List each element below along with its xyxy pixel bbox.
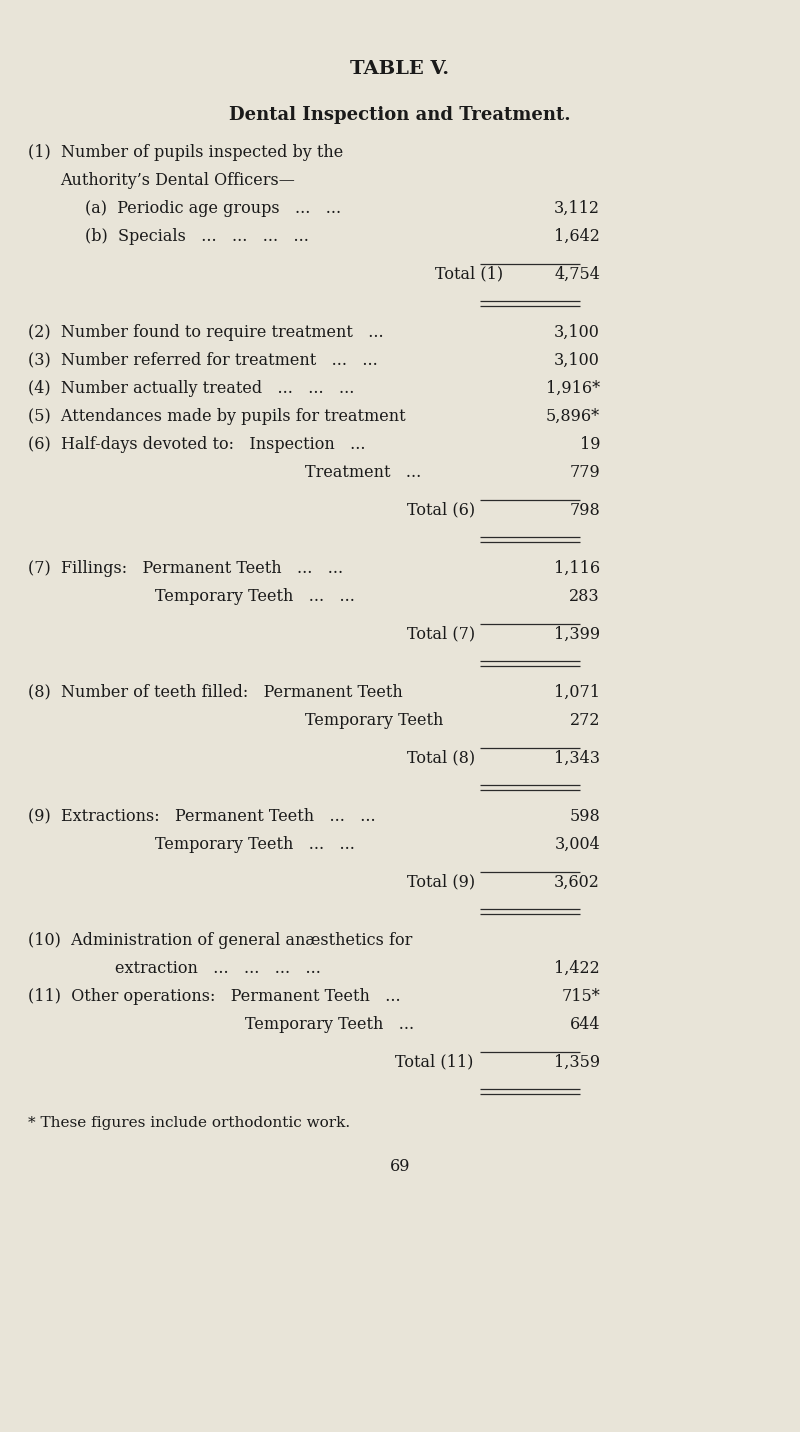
Text: Temporary Teeth: Temporary Teeth [305,712,443,729]
Text: 598: 598 [570,808,600,825]
Text: * These figures include orthodontic work.: * These figures include orthodontic work… [28,1116,350,1130]
Text: 1,642: 1,642 [554,228,600,245]
Text: (3)  Number referred for treatment   ...   ...: (3) Number referred for treatment ... ..… [28,352,378,368]
Text: extraction   ...   ...   ...   ...: extraction ... ... ... ... [115,959,321,977]
Text: (10)  Administration of general anæsthetics for: (10) Administration of general anæstheti… [28,932,412,949]
Text: Total (8): Total (8) [407,750,475,766]
Text: (4)  Number actually treated   ...   ...   ...: (4) Number actually treated ... ... ... [28,379,354,397]
Text: 3,602: 3,602 [554,874,600,891]
Text: (5)  Attendances made by pupils for treatment: (5) Attendances made by pupils for treat… [28,408,406,425]
Text: Total (1): Total (1) [435,266,503,282]
Text: Total (7): Total (7) [407,626,475,643]
Text: 715*: 715* [562,988,600,1005]
Text: (2)  Number found to require treatment   ...: (2) Number found to require treatment ..… [28,324,384,341]
Text: Dental Inspection and Treatment.: Dental Inspection and Treatment. [229,106,571,125]
Text: 19: 19 [579,435,600,453]
Text: TABLE V.: TABLE V. [350,60,450,77]
Text: 1,343: 1,343 [554,750,600,766]
Text: 1,359: 1,359 [554,1054,600,1071]
Text: (8)  Number of teeth filled:   Permanent Teeth: (8) Number of teeth filled: Permanent Te… [28,683,402,700]
Text: 283: 283 [570,587,600,604]
Text: Temporary Teeth   ...   ...: Temporary Teeth ... ... [155,836,355,852]
Text: 1,422: 1,422 [554,959,600,977]
Text: (6)  Half-days devoted to:   Inspection   ...: (6) Half-days devoted to: Inspection ... [28,435,366,453]
Text: 3,004: 3,004 [554,836,600,852]
Text: Total (11): Total (11) [395,1054,474,1071]
Text: Total (9): Total (9) [407,874,475,891]
Text: (9)  Extractions:   Permanent Teeth   ...   ...: (9) Extractions: Permanent Teeth ... ... [28,808,376,825]
Text: (b)  Specials   ...   ...   ...   ...: (b) Specials ... ... ... ... [85,228,309,245]
Text: 69: 69 [390,1158,410,1176]
Text: 1,071: 1,071 [554,683,600,700]
Text: Total (6): Total (6) [407,501,475,518]
Text: (7)  Fillings:   Permanent Teeth   ...   ...: (7) Fillings: Permanent Teeth ... ... [28,560,343,577]
Text: (a)  Periodic age groups   ...   ...: (a) Periodic age groups ... ... [85,199,341,216]
Text: Authority’s Dental Officers—: Authority’s Dental Officers— [60,172,295,189]
Text: Treatment   ...: Treatment ... [305,464,422,481]
Text: 3,112: 3,112 [554,199,600,216]
Text: Temporary Teeth   ...: Temporary Teeth ... [245,1015,414,1032]
Text: 5,896*: 5,896* [546,408,600,425]
Text: 779: 779 [570,464,600,481]
Text: 644: 644 [570,1015,600,1032]
Text: 1,916*: 1,916* [546,379,600,397]
Text: 4,754: 4,754 [554,266,600,282]
Text: 1,399: 1,399 [554,626,600,643]
Text: 272: 272 [570,712,600,729]
Text: (11)  Other operations:   Permanent Teeth   ...: (11) Other operations: Permanent Teeth .… [28,988,401,1005]
Text: 798: 798 [570,501,600,518]
Text: 1,116: 1,116 [554,560,600,577]
Text: 3,100: 3,100 [554,352,600,368]
Text: (1)  Number of pupils inspected by the: (1) Number of pupils inspected by the [28,143,343,160]
Text: 3,100: 3,100 [554,324,600,341]
Text: Temporary Teeth   ...   ...: Temporary Teeth ... ... [155,587,355,604]
